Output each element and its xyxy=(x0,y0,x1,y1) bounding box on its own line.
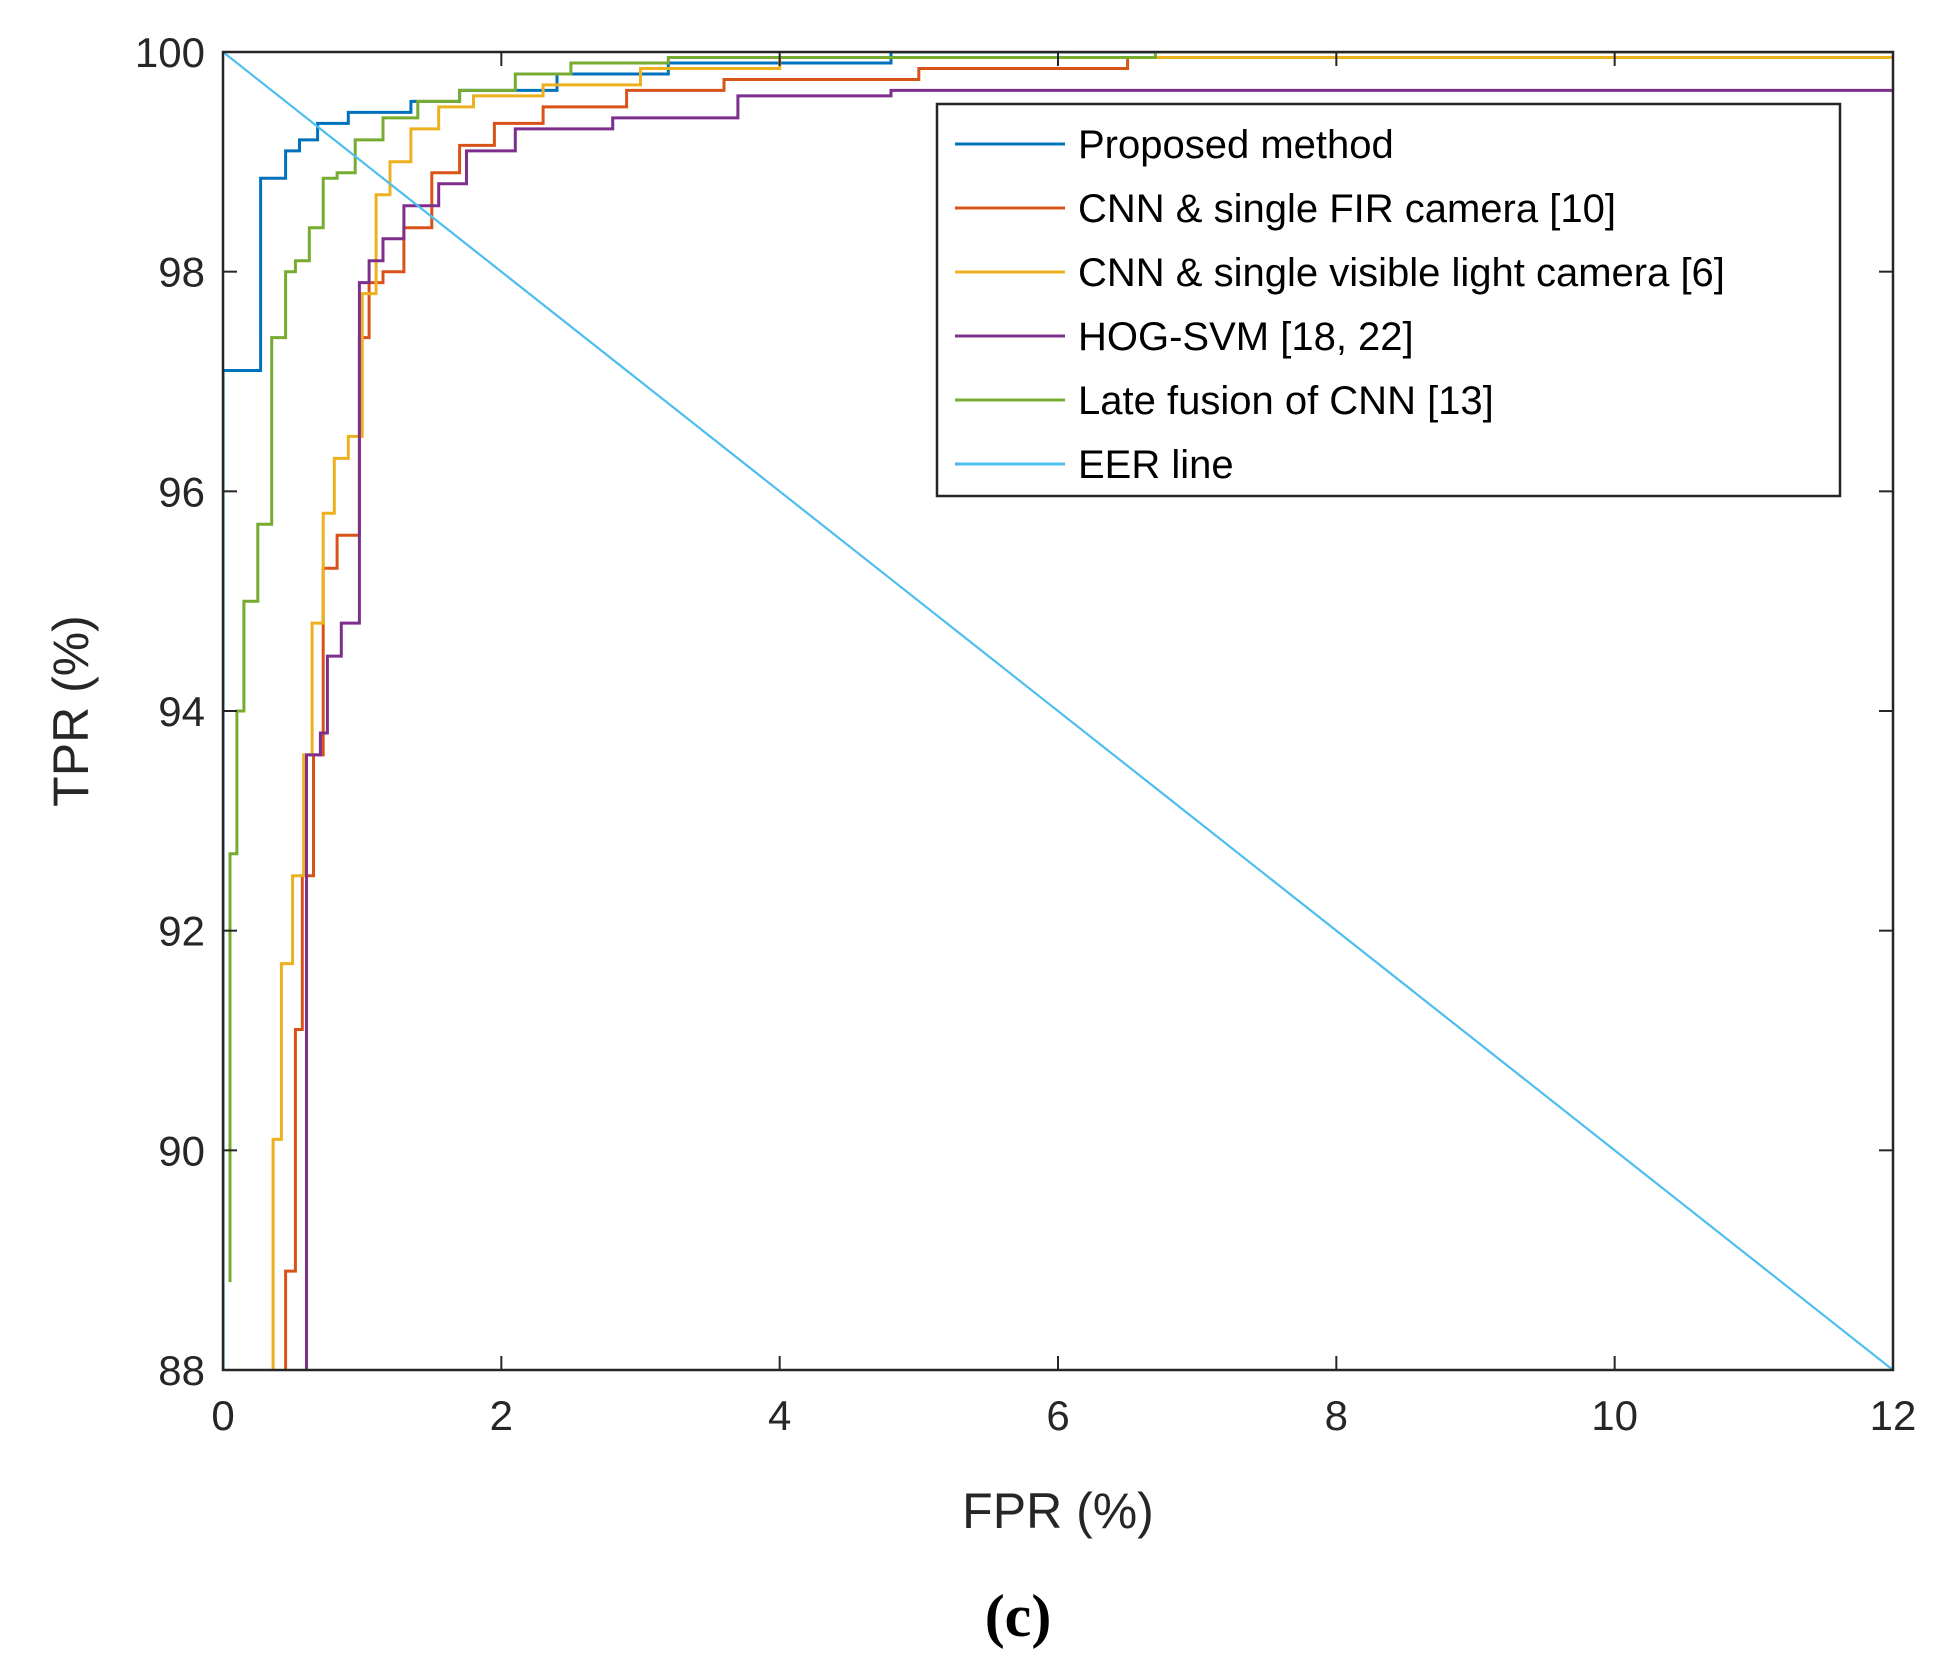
legend-label-cnn-single-fir-camera-10: CNN & single FIR camera [10] xyxy=(1078,187,1616,231)
x-tick-label: 2 xyxy=(490,1392,513,1439)
series-layer xyxy=(223,52,1893,1370)
y-tick-label: 90 xyxy=(158,1127,205,1174)
legend: Proposed method CNN & single FIR camera [… xyxy=(935,102,1842,498)
legend-label-proposed-method: Proposed method xyxy=(1078,123,1394,167)
x-tick-label: 6 xyxy=(1046,1392,1069,1439)
figure-caption: (c) xyxy=(985,1583,1052,1649)
x-tick-label: 4 xyxy=(768,1392,791,1439)
legend-label-hog-svm-18-22: HOG-SVM [18, 22] xyxy=(1078,315,1414,359)
series-line-cnn-single-fir-camera-10 xyxy=(284,56,1351,1370)
y-tick-label: 98 xyxy=(158,249,205,296)
x-axis-label: FPR (%) xyxy=(962,1483,1154,1539)
legend-label-cnn-single-visible-light-camera-6: CNN & single visible light camera [6] xyxy=(1078,251,1725,295)
x-tick-label: 10 xyxy=(1591,1392,1638,1439)
y-axis-label: TPR (%) xyxy=(43,615,99,807)
series-line-proposed-method xyxy=(223,52,1893,1370)
legend-box xyxy=(935,102,1842,498)
x-tick-label: 12 xyxy=(1870,1392,1917,1439)
series-line-hog-svm-18-22 xyxy=(305,88,1893,1370)
y-tick-label: 94 xyxy=(158,688,205,735)
y-tick-label: 96 xyxy=(158,468,205,515)
x-tick-label: 0 xyxy=(211,1392,234,1439)
series-line-cnn-single-visible-light-camera-6 xyxy=(271,56,1893,1370)
y-tick-label: 100 xyxy=(135,29,205,76)
series-line-late-fusion-of-cnn-13 xyxy=(228,52,1893,1283)
axis-ticks: 0 2 4 6 8 10 12 88 90 92 94 96 98 100 xyxy=(135,29,1916,1439)
y-tick-label: 88 xyxy=(158,1347,205,1394)
series-line-eer-line xyxy=(223,52,1893,1370)
legend-label-eer-line: EER line xyxy=(1078,443,1234,487)
legend-label-late-fusion-of-cnn-13: Late fusion of CNN [13] xyxy=(1078,379,1494,423)
x-tick-label: 8 xyxy=(1325,1392,1348,1439)
y-tick-label: 92 xyxy=(158,908,205,955)
